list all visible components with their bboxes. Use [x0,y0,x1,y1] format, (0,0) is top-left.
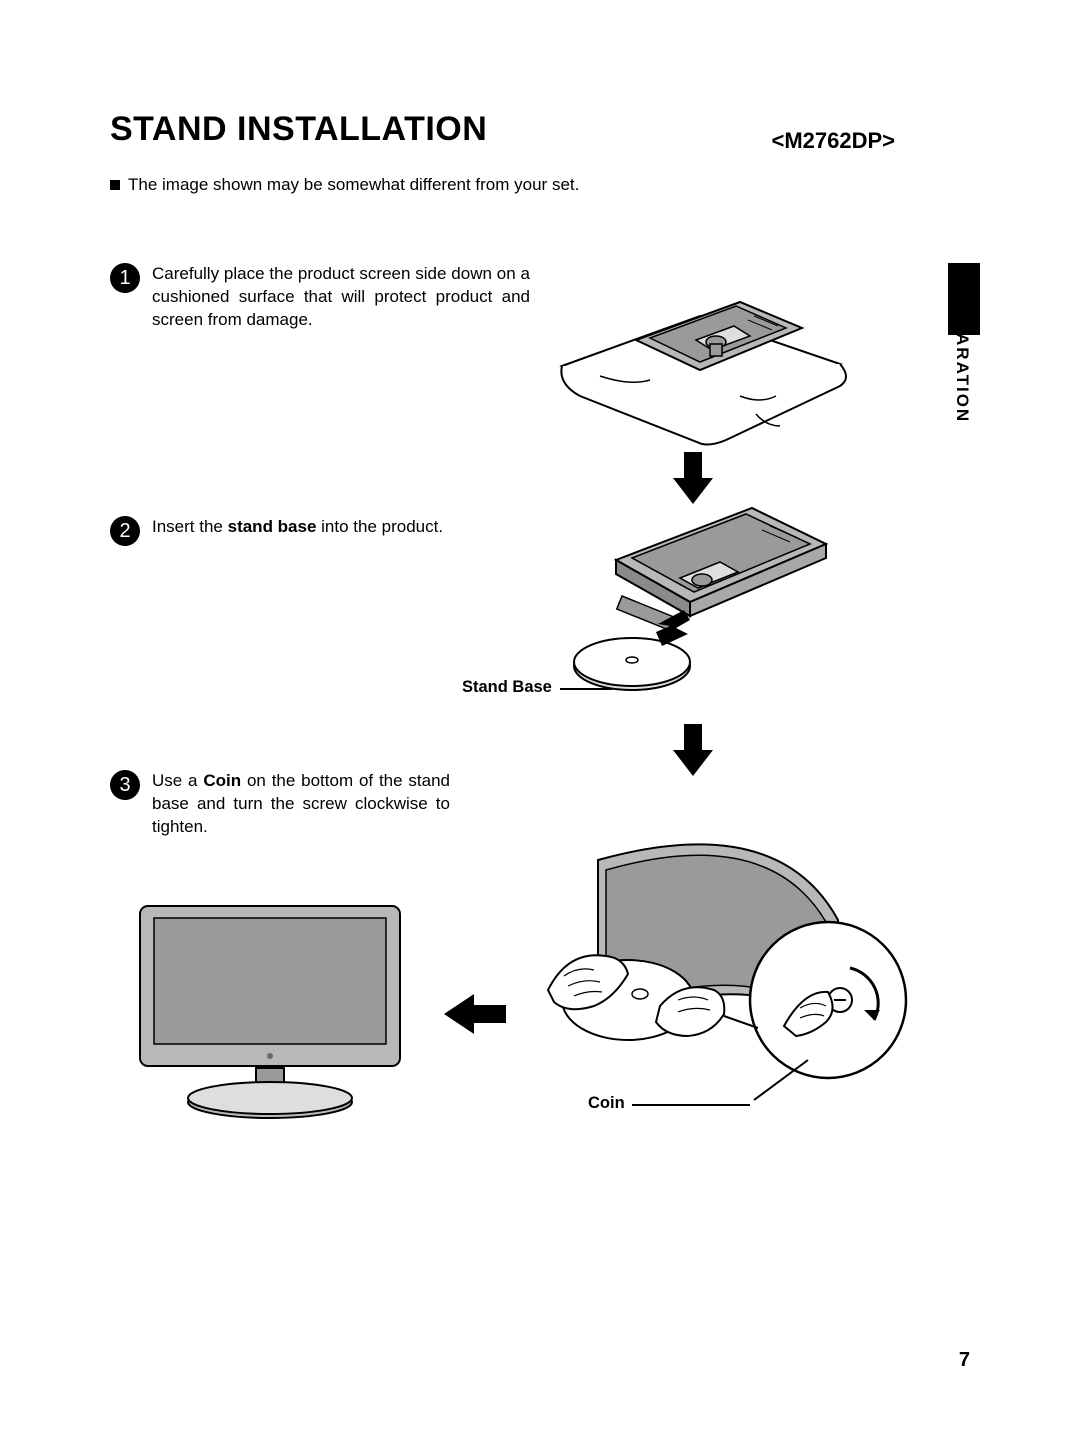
illustration-screen-on-cushion [540,246,860,446]
label-coin: Coin [588,1094,625,1113]
step-badge-3: 3 [110,770,140,800]
manual-page: <M2762DP> STAND INSTALLATION The image s… [0,0,1080,1440]
note: The image shown may be somewhat differen… [110,175,980,195]
step-2: 2 Insert the stand base into the product… [110,516,443,546]
step-2-text: Insert the stand base into the product. [152,516,443,539]
step-badge-1: 1 [110,263,140,293]
bullet-square-icon [110,180,120,190]
label-stand-base: Stand Base [462,678,552,697]
step-1: 1 Carefully place the product screen sid… [110,263,530,332]
arrow-left-icon [444,994,506,1034]
step-3-text: Use a Coin on the bottom of the stand ba… [152,770,450,839]
arrow-down-icon [673,724,713,776]
label-coin-leader [632,1104,750,1106]
step-badge-2: 2 [110,516,140,546]
model-number: <M2762DP> [771,128,895,154]
illustration-tighten-coin [528,830,928,1130]
page-number: 7 [959,1349,970,1372]
illustration-monitor-assembled [130,896,420,1126]
note-text: The image shown may be somewhat differen… [128,175,579,195]
step-1-text: Carefully place the product screen side … [152,263,530,332]
section-label-vertical: PREPARATION [952,280,972,423]
step-3: 3 Use a Coin on the bottom of the stand … [110,770,450,839]
illustration-insert-stand-base [562,498,842,708]
label-stand-base-leader [560,688,612,690]
arrow-down-icon [673,452,713,504]
